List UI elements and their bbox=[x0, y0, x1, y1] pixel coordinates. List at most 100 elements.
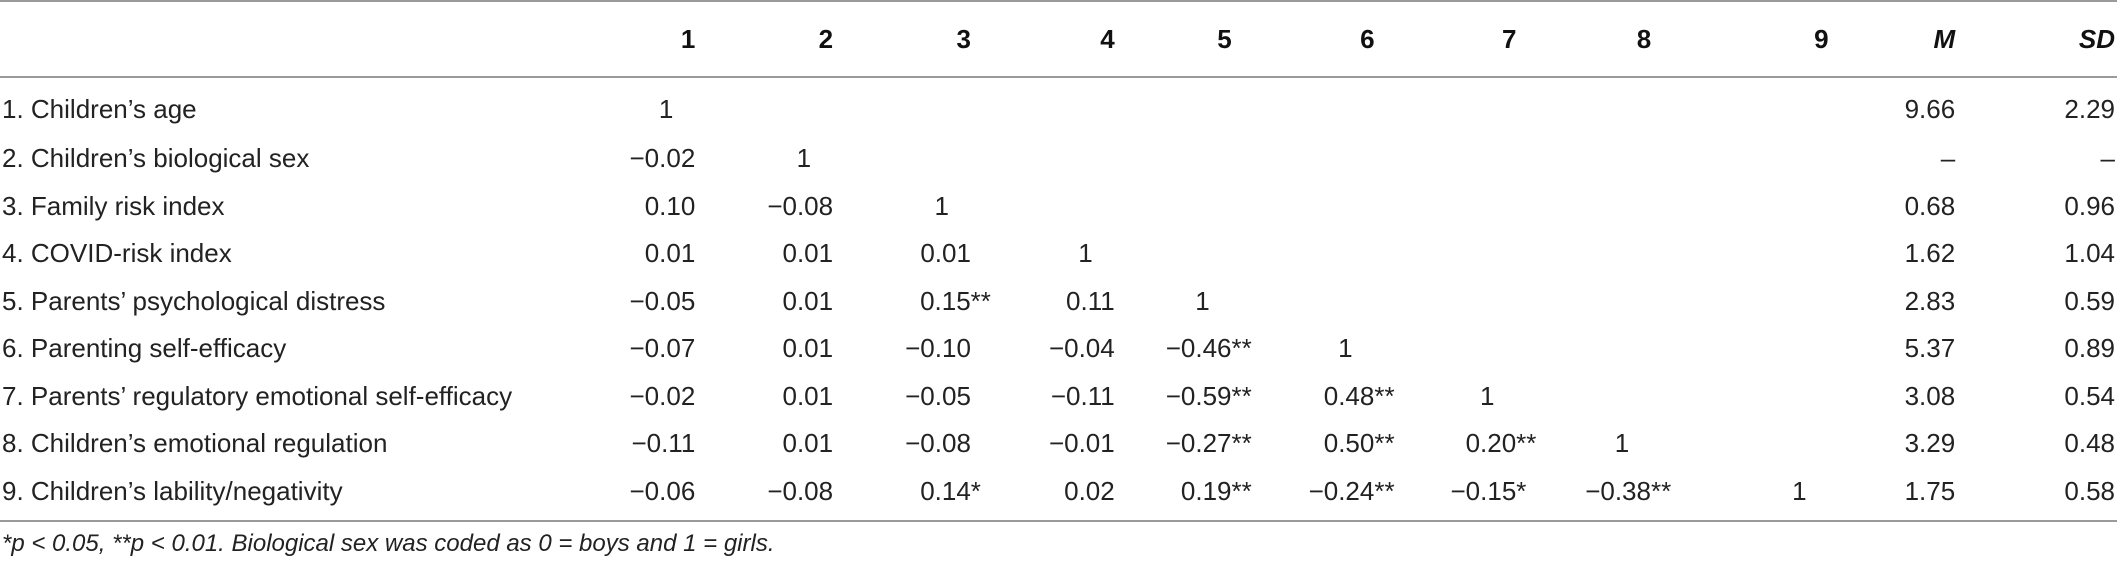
table-cell: 0.96 bbox=[2064, 190, 2115, 221]
table-cell bbox=[1436, 77, 1578, 135]
table-cell bbox=[1292, 135, 1436, 183]
table-cell: – bbox=[1940, 143, 1956, 174]
table-cell: 0.01 bbox=[782, 333, 834, 364]
header-cell-2: 2 bbox=[818, 23, 834, 54]
table-row: 9. Children’s lability/negativity −0.06 −0… bbox=[0, 468, 2117, 521]
row-label: 3. Family risk index bbox=[2, 190, 225, 221]
table-cell bbox=[1577, 135, 1719, 183]
table-cell: 0.68 bbox=[1904, 190, 1956, 221]
correlation-table: 1 2 3 4 5 6 7 8 9 M SD 1. Children’s age… bbox=[0, 1, 2117, 521]
table-row: 2. Children’s biological sex −0.02 1 – – bbox=[0, 135, 2117, 183]
table-cell: −0.24** bbox=[1308, 476, 1395, 506]
table-cell: −0.08 bbox=[767, 190, 834, 221]
table-cell: 0.01 bbox=[644, 238, 696, 269]
table-cell bbox=[1719, 135, 1842, 183]
table-cell: – bbox=[2100, 143, 2115, 174]
table-cell: −0.05 bbox=[905, 380, 971, 411]
table-cell bbox=[1719, 373, 1842, 421]
table-footnote: *p < 0.05, **p < 0.01. Biological sex wa… bbox=[2, 530, 775, 557]
table-row: 7. Parents’ regulatory emotional self-ef… bbox=[0, 373, 2117, 421]
table-cell: 1 bbox=[1479, 380, 1495, 411]
table-cell: 0.89 bbox=[2064, 333, 2115, 364]
table-cell bbox=[1143, 77, 1292, 135]
table-cell bbox=[1436, 230, 1578, 278]
table-cell: 0.58 bbox=[2064, 476, 2115, 506]
table-cell: −0.02 bbox=[629, 143, 696, 174]
table-cell: 1 bbox=[796, 143, 812, 174]
table-cell: 2.83 bbox=[1904, 285, 1956, 316]
table-cell: 1 bbox=[1195, 285, 1210, 316]
table-cell: 0.50** bbox=[1323, 428, 1395, 459]
table-cell: 1.62 bbox=[1904, 238, 1956, 269]
table-row: 5. Parents’ psychological distress −0.05 0… bbox=[0, 278, 2117, 326]
table-cell: 0.01 bbox=[782, 285, 834, 316]
table-header-row: 1 2 3 4 5 6 7 8 9 M SD bbox=[0, 1, 2117, 77]
table-cell: 1 bbox=[1338, 333, 1353, 364]
table-cell: −0.11 bbox=[1050, 380, 1115, 411]
table-cell bbox=[859, 135, 1001, 183]
table-cell: 0.10 bbox=[644, 190, 696, 221]
table-cell bbox=[1577, 373, 1719, 421]
table-cell: 1.04 bbox=[2064, 238, 2115, 269]
table-cell bbox=[1001, 135, 1143, 183]
table-cell: 0.01 bbox=[782, 380, 834, 411]
row-label: 7. Parents’ regulatory emotional self-ef… bbox=[2, 380, 513, 411]
table-cell bbox=[1292, 183, 1436, 231]
table-cell bbox=[1001, 183, 1143, 231]
table-cell: −0.01 bbox=[1048, 428, 1115, 459]
table-cell bbox=[1292, 77, 1436, 135]
header-cell-7: 7 bbox=[1501, 23, 1517, 54]
table-cell bbox=[1719, 278, 1842, 326]
table-cell bbox=[1436, 278, 1578, 326]
table-cell bbox=[1719, 230, 1842, 278]
table-cell bbox=[1001, 77, 1143, 135]
table-cell: 9.66 bbox=[1904, 94, 1956, 124]
table-cell: −0.38** bbox=[1585, 476, 1672, 506]
table-row: 1. Children’s age 1 9.66 2.29 bbox=[0, 77, 2117, 135]
row-label: 5. Parents’ psychological distress bbox=[2, 285, 386, 316]
table-cell: −0.07 bbox=[629, 333, 696, 364]
table-cell: 0.01 bbox=[782, 238, 834, 269]
table-cell bbox=[859, 77, 1001, 135]
table-cell: 1 bbox=[934, 190, 949, 221]
table-cell bbox=[1577, 183, 1719, 231]
table-cell bbox=[1577, 325, 1719, 373]
table-cell bbox=[1719, 325, 1842, 373]
table-cell: −0.08 bbox=[767, 476, 834, 506]
header-cell-9: 9 bbox=[1814, 23, 1829, 54]
table-cell: 2.29 bbox=[2064, 94, 2115, 124]
table-cell: 0.02 bbox=[1064, 476, 1115, 506]
table-cell: 0.59 bbox=[2064, 285, 2115, 316]
table-cell: −0.08 bbox=[905, 428, 971, 459]
row-label: 2. Children’s biological sex bbox=[2, 143, 310, 174]
table-cell bbox=[1719, 420, 1842, 468]
table-cell: −0.59** bbox=[1165, 380, 1252, 411]
table-cell bbox=[1436, 325, 1578, 373]
table-cell bbox=[1719, 77, 1842, 135]
table-cell: 0.54 bbox=[2064, 380, 2115, 411]
header-cell-label bbox=[0, 1, 575, 77]
table-cell: 1.75 bbox=[1904, 476, 1956, 506]
table-cell bbox=[1292, 230, 1436, 278]
table-row: 4. COVID-risk index 0.01 0.01 0.01 1 1.62 1.04 bbox=[0, 230, 2117, 278]
table-row: 8. Children’s emotional regulation −0.11 0… bbox=[0, 420, 2117, 468]
table-cell bbox=[1577, 278, 1719, 326]
row-label: 1. Children’s age bbox=[2, 94, 197, 124]
header-cell-5: 5 bbox=[1217, 23, 1232, 54]
table-cell: −0.05 bbox=[629, 285, 696, 316]
table-cell bbox=[1143, 183, 1292, 231]
table-cell: 0.14* bbox=[920, 476, 981, 506]
table-cell: −0.46** bbox=[1165, 333, 1252, 364]
table-cell bbox=[1436, 135, 1578, 183]
header-cell-3: 3 bbox=[956, 23, 971, 54]
table-cell: 3.29 bbox=[1904, 428, 1956, 459]
row-label: 4. COVID-risk index bbox=[2, 238, 232, 269]
table-cell bbox=[1292, 278, 1436, 326]
header-cell-6: 6 bbox=[1360, 23, 1375, 54]
table-cell: 5.37 bbox=[1904, 333, 1956, 364]
header-cell-8: 8 bbox=[1636, 23, 1652, 54]
table-cell bbox=[1436, 183, 1578, 231]
table-cell bbox=[1577, 77, 1719, 135]
table-cell: −0.15* bbox=[1450, 476, 1527, 506]
